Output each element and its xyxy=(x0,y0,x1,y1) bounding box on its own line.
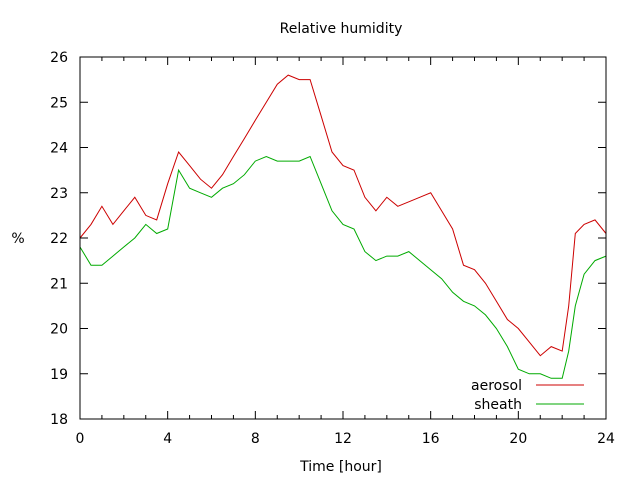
legend-label-sheath: sheath xyxy=(474,397,522,413)
axes: 0 4 8 12 16 20 24 18 19 20 21 22 23 24 25 26 xyxy=(50,50,615,447)
x-tick-label: 12 xyxy=(334,431,352,447)
x-tick-label: 0 xyxy=(76,431,85,447)
y-tick-label: 19 xyxy=(50,367,68,383)
legend-label-aerosol: aerosol xyxy=(471,378,522,394)
series-line-aerosol xyxy=(79,74,607,357)
x-axis-label: Time [hour] xyxy=(299,459,382,475)
legend: aerosol sheath xyxy=(471,378,584,413)
y-tick-label: 21 xyxy=(50,276,68,292)
x-tick-label: 24 xyxy=(597,431,615,447)
x-tick-label: 4 xyxy=(163,431,172,447)
x-tick-label: 16 xyxy=(422,431,440,447)
y-tick-label: 26 xyxy=(50,50,68,66)
x-tick-label: 20 xyxy=(509,431,527,447)
y-tick-label: 24 xyxy=(50,141,68,157)
y-tick-label: 23 xyxy=(50,186,68,202)
y-tick-label: 22 xyxy=(50,231,68,247)
plot-frame xyxy=(79,56,607,420)
x-tick-label: 8 xyxy=(251,431,260,447)
y-tick-label: 25 xyxy=(50,95,68,111)
y-axis-label: % xyxy=(11,231,24,247)
chart-title: Relative humidity xyxy=(280,21,403,37)
y-tick-label: 20 xyxy=(50,322,68,338)
plot-lines xyxy=(79,74,607,379)
y-tick-label: 18 xyxy=(50,412,68,428)
series-line-sheath xyxy=(79,155,607,379)
